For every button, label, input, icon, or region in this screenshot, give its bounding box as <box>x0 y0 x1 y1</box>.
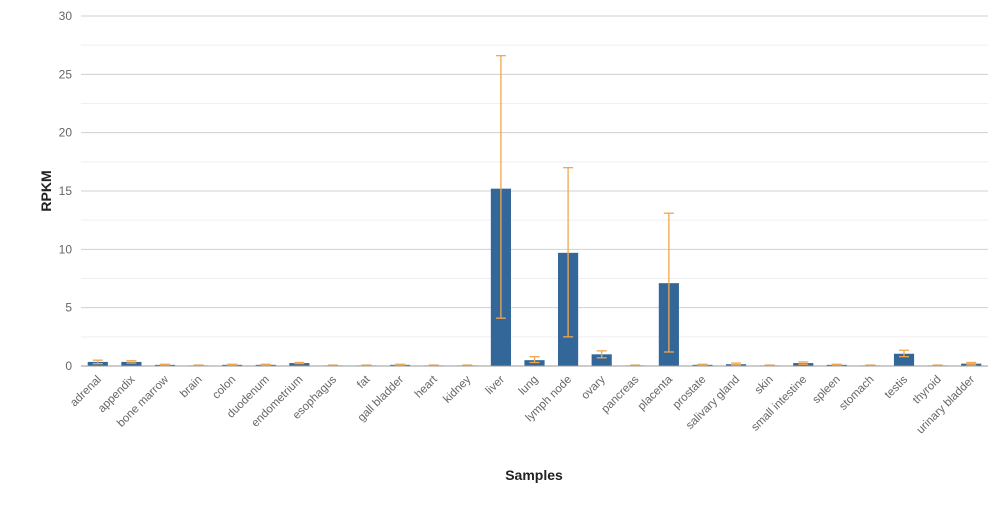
y-tick-label: 10 <box>59 242 73 256</box>
error-bar-liver <box>495 55 506 319</box>
x-tick-label: thyroid <box>911 374 944 407</box>
x-axis-title: Samples <box>505 467 563 483</box>
error-bar-lymph-node <box>563 167 574 338</box>
error-bar-colon <box>227 363 238 367</box>
y-axis-title: RPKM <box>38 170 54 211</box>
error-bar-adrenal <box>92 359 103 365</box>
error-bar-prostate <box>697 363 708 367</box>
bars <box>87 188 982 366</box>
x-tick-label: skin <box>753 374 776 397</box>
error-bars <box>92 55 977 367</box>
x-tick-label: spleen <box>811 374 843 406</box>
error-bar-endometrium <box>294 361 305 365</box>
x-tick-label: brain <box>178 374 205 401</box>
error-bar-duodenum <box>260 363 271 367</box>
bar-ovary <box>591 354 612 366</box>
gridlines <box>81 15 988 338</box>
x-tick-label: testis <box>883 373 911 401</box>
error-bar-urinary-bladder <box>966 361 977 366</box>
error-bar-placenta <box>663 212 674 353</box>
error-bar-small-intestine <box>798 361 809 365</box>
y-tick-label: 25 <box>59 67 73 81</box>
y-tick-label: 15 <box>59 184 73 198</box>
x-tick-label: placenta <box>636 373 676 413</box>
y-tick-label: 0 <box>65 359 72 373</box>
x-tick-label: ovary <box>579 373 608 402</box>
error-bar-appendix <box>126 360 137 364</box>
x-tick-label: heart <box>413 373 441 401</box>
error-bar-lung <box>529 356 540 364</box>
x-tick-label: lung <box>517 374 541 398</box>
error-bar-bone-marrow <box>159 363 170 367</box>
error-bar-gall-bladder <box>395 363 406 367</box>
x-tick-label: urinary bladder <box>915 374 978 437</box>
x-tick-label: kidney <box>441 373 473 405</box>
y-tick-label: 30 <box>59 9 73 23</box>
bar-testis <box>893 353 915 366</box>
y-tick-label: 20 <box>59 126 73 140</box>
error-bar-ovary <box>596 350 607 359</box>
y-tick-label: 5 <box>65 301 72 315</box>
bar-appendix <box>121 361 142 366</box>
error-bar-salivary-gland <box>731 362 742 366</box>
y-tick-labels: 0 5 10 15 20 25 30 <box>59 9 73 373</box>
bar-endometrium <box>289 363 310 366</box>
error-bar-spleen <box>831 363 842 367</box>
x-tick-label: pancreas <box>599 373 641 415</box>
x-tick-label: fat <box>355 373 373 391</box>
x-tick-label: colon <box>210 374 238 402</box>
error-bar-testis <box>899 349 910 358</box>
x-tick-label: stomach <box>837 374 876 413</box>
x-tick-label: liver <box>484 374 508 398</box>
